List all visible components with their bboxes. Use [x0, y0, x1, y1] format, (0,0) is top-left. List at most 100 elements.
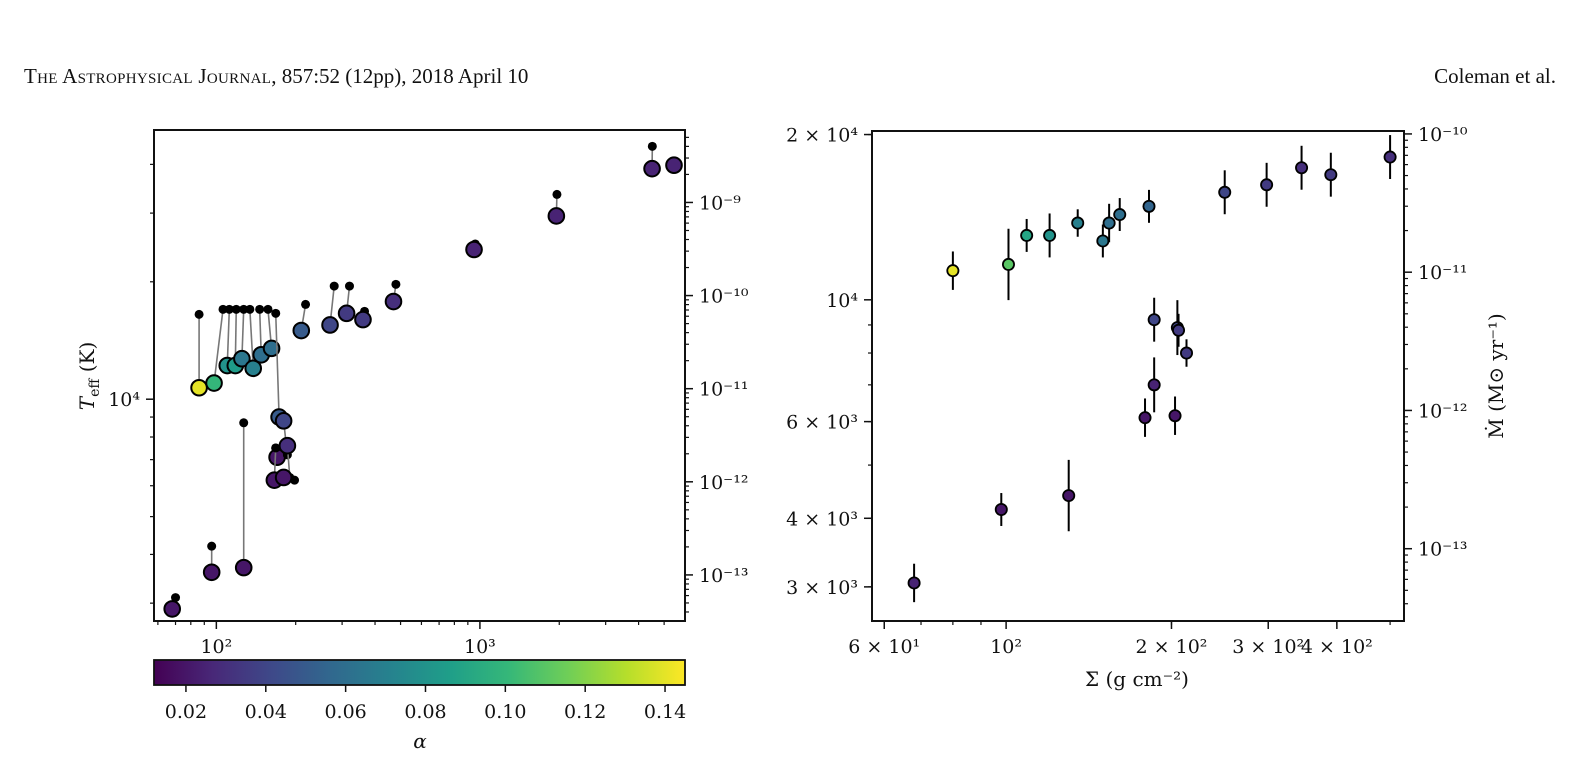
mdot-marker: [194, 309, 204, 319]
data-point: [384, 292, 403, 311]
data-point: [1168, 409, 1182, 423]
y-axis-label: Teff (K): [75, 342, 103, 410]
plot-frame: [871, 130, 1405, 622]
colorbar-tick-label: 0.14: [644, 701, 686, 723]
mdot-marker: [271, 308, 281, 318]
data-point: [1180, 346, 1194, 360]
data-point: [354, 310, 372, 329]
plot-frame: [153, 129, 686, 622]
mdot-marker: [263, 304, 273, 314]
data-point: [1260, 178, 1274, 192]
mdot-marker: [245, 304, 255, 314]
y-tick-label: 3 × 10³: [786, 577, 858, 599]
right-y-tick-label: 10⁻⁹: [699, 192, 741, 214]
right-y-tick-label: 10⁻¹⁰: [1418, 124, 1468, 146]
mdot-marker: [301, 299, 311, 309]
data-point: [233, 349, 251, 368]
colorbar-gradient: [153, 659, 686, 686]
colorbar-tick-label: 0.06: [324, 701, 366, 723]
colorbar-label: α: [413, 729, 427, 753]
data-point: [202, 563, 221, 582]
data-point: [190, 378, 208, 397]
mdot-marker: [171, 593, 181, 603]
right-y-tick-label: 10⁻¹¹: [699, 379, 748, 401]
mdot-marker: [255, 304, 265, 314]
colorbar-tick-label: 0.02: [165, 701, 207, 723]
data-point: [278, 436, 297, 455]
x-tick-label: 10³: [464, 636, 496, 658]
link-line: [213, 309, 224, 384]
x-tick-label: 4 × 10²: [1301, 636, 1373, 658]
authors: Coleman et al.: [1434, 64, 1556, 88]
data-point: [1020, 228, 1034, 242]
right-y-tick-label: 10⁻¹²: [1418, 400, 1467, 422]
data-point: [1062, 489, 1076, 503]
data-point: [946, 264, 960, 278]
data-point: [274, 412, 293, 430]
colorbar-tick-label: 0.10: [484, 701, 526, 723]
colorbar-tick-label: 0.04: [245, 701, 287, 723]
y-tick-label: 4 × 10³: [786, 508, 858, 530]
data-point: [1102, 216, 1116, 230]
x-tick-label: 6 × 10¹: [848, 636, 920, 658]
data-point: [665, 156, 683, 175]
data-point: [244, 359, 263, 378]
data-point: [234, 558, 253, 577]
data-point: [1138, 411, 1152, 425]
data-point: [321, 316, 339, 334]
mdot-marker: [344, 281, 354, 291]
data-point: [907, 576, 921, 590]
data-point: [1096, 234, 1110, 248]
data-point: [337, 304, 356, 323]
x-tick-label: 10²: [990, 636, 1022, 658]
y-tick-label: 10⁴: [108, 389, 140, 411]
data-point: [1001, 257, 1015, 271]
data-point: [292, 321, 311, 340]
data-point: [1147, 313, 1161, 327]
data-point: [1172, 323, 1186, 337]
data-point: [465, 240, 483, 259]
x-tick-label: 2 × 10²: [1136, 636, 1208, 658]
left-panel: 10² 10³ 10⁴ 10⁻¹³ 10⁻¹² 10⁻¹¹ 10⁻¹⁰ 10⁻⁹ Teff (K…: [75, 129, 749, 658]
running-header: The Astrophysical Journal, 857:52 (12pp)…: [24, 64, 528, 89]
journal-name: The Astrophysical Journal: [24, 64, 272, 88]
data-point: [1147, 378, 1161, 392]
data-point: [262, 339, 281, 358]
data-point: [1218, 185, 1232, 199]
mdot-marker: [552, 189, 562, 199]
right-y-tick-label: 10⁻¹³: [1418, 539, 1467, 561]
mdot-marker: [207, 541, 217, 551]
colorbar-tick-label: 0.12: [564, 701, 606, 723]
right-y-tick-label: 10⁻¹¹: [1418, 262, 1467, 284]
x-axis-label: Σ (g cm⁻²): [1085, 667, 1189, 691]
x-tick-label: 3 × 10²: [1232, 636, 1304, 658]
data-point: [1113, 208, 1127, 222]
colorbar: 0.02 0.04 0.06 0.08 0.10 0.12 0.14 α: [153, 659, 686, 753]
mdot-marker: [218, 304, 228, 314]
right-y-tick-label: 10⁻¹⁰: [699, 286, 749, 308]
mdot-marker: [329, 281, 339, 291]
y-tick-label: 10⁴: [826, 290, 858, 312]
right-y-tick-label: 10⁻¹²: [699, 472, 748, 494]
data-point: [547, 207, 566, 225]
data-point: [205, 374, 223, 392]
link-line: [274, 313, 280, 418]
mdot-marker: [224, 304, 234, 314]
x-tick-label: 10²: [200, 636, 232, 658]
data-point: [1324, 168, 1338, 182]
data-point: [643, 159, 661, 178]
right-y-axis-label: Ṁ (M⊙ yr⁻¹): [1484, 313, 1508, 438]
data-point: [163, 600, 182, 618]
mdot-marker: [239, 418, 249, 428]
y-tick-label: 6 × 10³: [786, 412, 858, 434]
mdot-marker: [647, 141, 657, 151]
data-point: [1071, 216, 1085, 230]
y-tick-label: 2 × 10⁴: [786, 125, 858, 147]
right-y-tick-label: 10⁻¹³: [699, 565, 748, 587]
citation: , 857:52 (12pp), 2018 April 10: [271, 64, 529, 88]
mdot-marker: [231, 304, 241, 314]
data-point: [1383, 150, 1397, 164]
data-point: [1043, 228, 1057, 242]
